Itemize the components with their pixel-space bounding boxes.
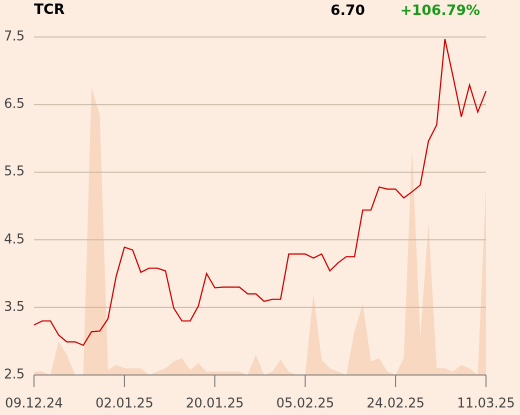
y-tick-label: 7.5 xyxy=(4,30,25,45)
x-tick-label: 11.03.25 xyxy=(457,397,515,412)
last-price: 6.70 xyxy=(330,3,365,19)
y-tick-label: 6.5 xyxy=(4,97,25,112)
y-tick-label: 5.5 xyxy=(4,165,25,180)
price-line xyxy=(33,38,487,347)
volume-area xyxy=(34,87,486,375)
x-tick-label: 05.02.25 xyxy=(276,397,334,412)
x-tick-label: 02.01.25 xyxy=(95,397,153,412)
change: +106.79% xyxy=(400,3,480,19)
y-tick-label: 3.5 xyxy=(4,300,25,315)
x-tick-label: 09.12.24 xyxy=(5,397,63,412)
x-tick-label: 20.01.25 xyxy=(186,397,244,412)
x-tick-label: 24.02.25 xyxy=(367,397,425,412)
ticker: TCR xyxy=(34,2,65,18)
y-tick-label: 2.5 xyxy=(4,368,25,383)
y-tick-label: 4.5 xyxy=(4,232,25,247)
